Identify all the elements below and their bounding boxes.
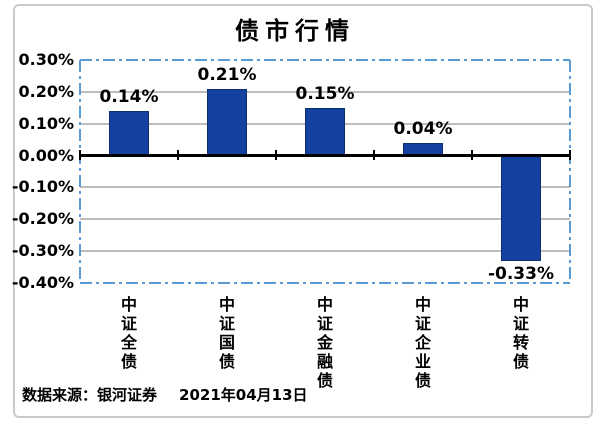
plot-border-left — [79, 60, 81, 283]
axis-tick — [569, 149, 571, 160]
bar — [207, 88, 247, 156]
category-label-char: 债 — [218, 352, 235, 371]
category-label-char: 债 — [120, 352, 137, 371]
category-label-char: 全 — [120, 333, 137, 352]
zero-axis-line — [80, 154, 570, 158]
category-label-char: 证 — [316, 314, 333, 333]
category-label-char: 业 — [414, 352, 431, 371]
bar — [501, 155, 541, 261]
y-axis-label: 0.30% — [18, 50, 74, 69]
bar-value-label: 0.14% — [99, 86, 159, 107]
category-label-char: 中 — [414, 295, 431, 314]
category-label-char: 转 — [512, 333, 529, 352]
category-label-char: 债 — [512, 352, 529, 371]
category-label-char: 债 — [316, 371, 333, 390]
category-label: 中证全债 — [97, 295, 161, 371]
category-label: 中证企业债 — [391, 295, 455, 390]
gridline — [80, 90, 570, 93]
axis-tick — [177, 149, 179, 160]
category-label-char: 国 — [218, 333, 235, 352]
axis-tick — [373, 149, 375, 160]
category-label: 中证金融债 — [293, 295, 357, 390]
chart-footer: 数据来源：银河证券 2021年04月13日 — [22, 384, 308, 405]
y-axis-label: -0.20% — [11, 209, 74, 229]
bar — [305, 107, 345, 156]
category-label-char: 证 — [414, 314, 431, 333]
category-label-char: 债 — [414, 371, 431, 390]
gridline — [80, 186, 570, 189]
category-label-char: 金 — [316, 333, 333, 352]
y-axis-label: 0.20% — [18, 81, 74, 101]
bar-value-label: 0.15% — [295, 83, 355, 104]
plot-border-right — [569, 60, 571, 283]
source-text: 数据来源：银河证券 — [22, 386, 158, 404]
bar-value-label: 0.04% — [393, 118, 453, 139]
category-label-char: 企 — [414, 333, 431, 352]
y-axis-label: -0.10% — [11, 177, 74, 197]
gridline — [80, 218, 570, 221]
y-axis-label: 0.00% — [18, 145, 74, 165]
category-label-char: 融 — [316, 352, 333, 371]
plot-border-bottom — [80, 282, 570, 284]
category-label-char: 中 — [120, 295, 137, 314]
category-label-char: 中 — [218, 295, 235, 314]
category-label-char: 证 — [512, 314, 529, 333]
date-text: 2021年04月13日 — [179, 386, 308, 404]
category-label: 中证国债 — [195, 295, 259, 371]
plot-border-top — [80, 59, 570, 61]
category-label-char: 证 — [218, 314, 235, 333]
chart-title: 债市行情 — [235, 17, 355, 45]
chart-card — [13, 4, 593, 418]
bar-value-label: 0.21% — [197, 64, 257, 85]
y-axis-label: -0.40% — [11, 273, 74, 292]
gridline — [80, 250, 570, 253]
axis-tick — [471, 149, 473, 160]
bar — [109, 110, 149, 156]
bar-value-label: -0.33% — [487, 263, 555, 284]
category-label-char: 证 — [120, 314, 137, 333]
axis-tick — [79, 149, 81, 160]
y-axis-label: 0.10% — [18, 113, 74, 133]
category-label-char: 中 — [512, 295, 529, 314]
category-label-char: 中 — [316, 295, 333, 314]
y-axis-label: -0.30% — [11, 241, 74, 261]
category-label: 中证转债 — [489, 295, 553, 371]
axis-tick — [275, 149, 277, 160]
